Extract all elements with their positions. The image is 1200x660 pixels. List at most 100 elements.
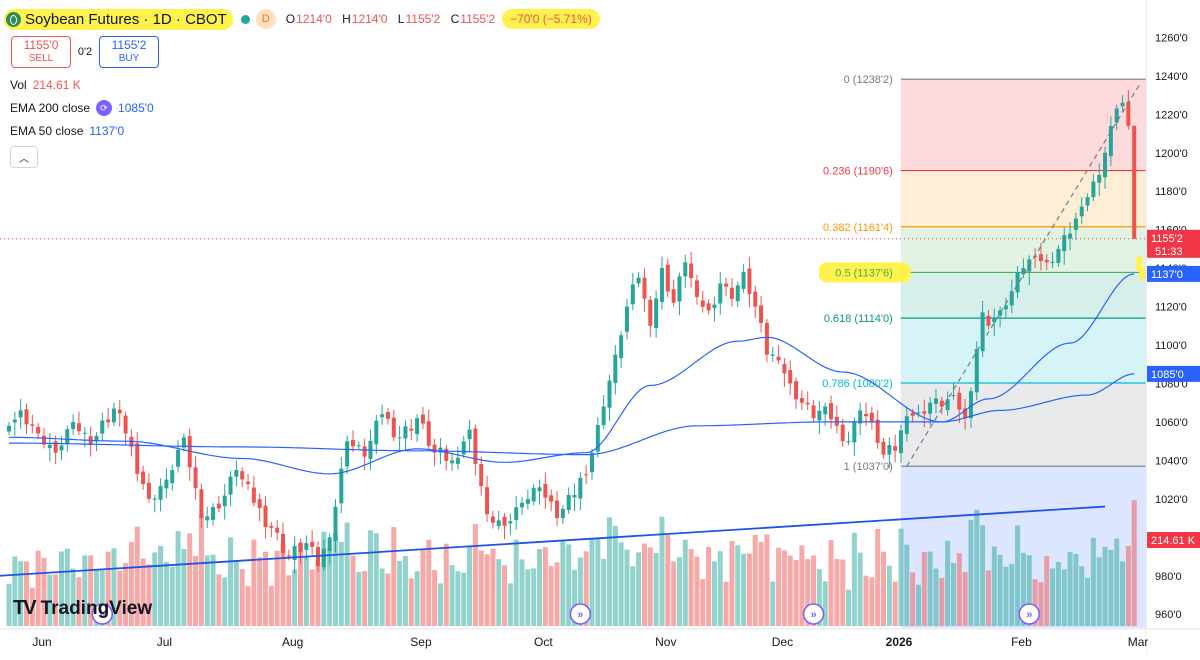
volume-bar xyxy=(391,527,397,626)
candle-body xyxy=(852,421,857,443)
fib-level-label-6: 1 (1037'0) xyxy=(844,461,893,473)
candle-body xyxy=(712,304,717,309)
volume-indicator[interactable]: Vol 214.61 K xyxy=(10,78,81,92)
volume-bar xyxy=(216,574,222,626)
refresh-icon[interactable]: ⟳ xyxy=(96,100,113,116)
interval-badge[interactable]: D xyxy=(255,9,276,29)
volume-bar xyxy=(537,549,543,626)
volume-bar xyxy=(274,550,280,626)
volume-bar xyxy=(910,572,916,626)
volume-bar xyxy=(641,543,647,626)
volume-bar xyxy=(117,570,123,626)
volume-bar xyxy=(373,533,379,626)
volume-bar xyxy=(1026,555,1032,626)
chevron-up-icon: ︿ xyxy=(19,153,29,165)
volume-bar xyxy=(729,540,735,626)
candle-body xyxy=(700,300,705,307)
volume-bar xyxy=(869,577,875,626)
price-badge-label: 1085'0 xyxy=(1151,369,1184,381)
collapse-legend-button[interactable]: ︿ xyxy=(10,146,38,168)
volume-bar xyxy=(793,559,799,626)
candle-body xyxy=(490,516,495,523)
candle-body xyxy=(893,446,898,451)
candle-body xyxy=(1038,254,1043,262)
volume-bar xyxy=(659,516,665,626)
volume-bar xyxy=(1003,566,1009,626)
volume-bar xyxy=(478,550,484,626)
candle-body xyxy=(362,446,367,457)
candle-body xyxy=(566,495,571,511)
chart-legend: Soybean Futures · 1D · CBOT D O1214'0 H1… xyxy=(0,0,700,168)
volume-bar xyxy=(472,524,478,626)
volume-bar xyxy=(974,509,980,626)
title-highlight[interactable]: Soybean Futures · 1D · CBOT xyxy=(4,8,233,30)
candle-body xyxy=(450,460,455,464)
volume-label: Vol xyxy=(10,78,27,92)
candle-body xyxy=(409,428,414,431)
volume-bar xyxy=(776,547,782,626)
volume-bar xyxy=(443,543,449,626)
volume-bar xyxy=(624,549,630,626)
candle-body xyxy=(1050,261,1055,263)
candle-body xyxy=(607,380,612,408)
volume-bar xyxy=(158,545,164,626)
volume-bar xyxy=(1050,568,1056,626)
y-tick-label: 1220'0 xyxy=(1155,109,1188,121)
volume-bar xyxy=(665,535,671,626)
volume-bar xyxy=(58,551,64,626)
candle-body xyxy=(391,417,396,438)
candle-body xyxy=(141,471,146,485)
candle-body xyxy=(211,507,216,520)
volume-bar xyxy=(741,553,747,626)
volume-bar xyxy=(41,557,47,626)
symbol-header: Soybean Futures · 1D · CBOT D O1214'0 H1… xyxy=(4,7,600,31)
volume-bar xyxy=(47,574,53,626)
tradingview-watermark[interactable]: TV TradingView xyxy=(13,597,152,620)
candle-body xyxy=(345,441,350,467)
candle-body xyxy=(181,437,186,448)
candle-body xyxy=(1132,125,1137,239)
volume-bar xyxy=(968,519,974,626)
candle-body xyxy=(508,521,513,524)
candle-body xyxy=(71,421,76,430)
candle-body xyxy=(53,441,58,453)
candle-body xyxy=(770,354,775,356)
candle-body xyxy=(1126,101,1131,126)
candle-body xyxy=(234,470,239,477)
ohlc-open-value: 1214'0 xyxy=(296,12,332,26)
candle-body xyxy=(735,285,740,302)
volume-bar xyxy=(309,569,315,626)
volume-bar xyxy=(956,553,962,626)
volume-bar xyxy=(449,565,455,626)
volume-bar xyxy=(945,540,951,626)
volume-bar xyxy=(1061,569,1067,626)
buy-button[interactable]: 1155'2 BUY xyxy=(99,36,159,68)
fib-diagonal xyxy=(906,83,1141,467)
y-tick-label: 1020'0 xyxy=(1155,494,1188,506)
candle-body xyxy=(467,429,472,440)
candle-body xyxy=(228,476,233,495)
sell-button[interactable]: 1155'0 SELL xyxy=(11,36,71,68)
volume-bar xyxy=(88,555,94,626)
candle-body xyxy=(584,474,589,476)
ema50-label: EMA 50 close xyxy=(10,124,84,138)
candle-body xyxy=(613,354,618,383)
candle-body xyxy=(222,495,227,507)
fib-level-label-0: 0 (1238'2) xyxy=(844,74,893,86)
candle-body xyxy=(1097,174,1102,183)
volume-bar xyxy=(1038,582,1044,626)
candle-body xyxy=(170,470,175,484)
volume-bar xyxy=(752,535,758,626)
price-badge xyxy=(1147,265,1200,282)
ema50-indicator[interactable]: EMA 50 close 1137'0 xyxy=(10,124,124,138)
symbol-title[interactable]: Soybean Futures · 1D · CBOT xyxy=(25,10,227,28)
candle-body xyxy=(794,381,799,400)
candle-body xyxy=(875,419,880,443)
volume-bar xyxy=(1015,525,1021,626)
candle-body xyxy=(520,502,525,508)
candle-body xyxy=(397,437,402,439)
ema200-indicator[interactable]: EMA 200 close ⟳ 1085'0 xyxy=(10,100,154,116)
volume-bar xyxy=(676,557,682,626)
